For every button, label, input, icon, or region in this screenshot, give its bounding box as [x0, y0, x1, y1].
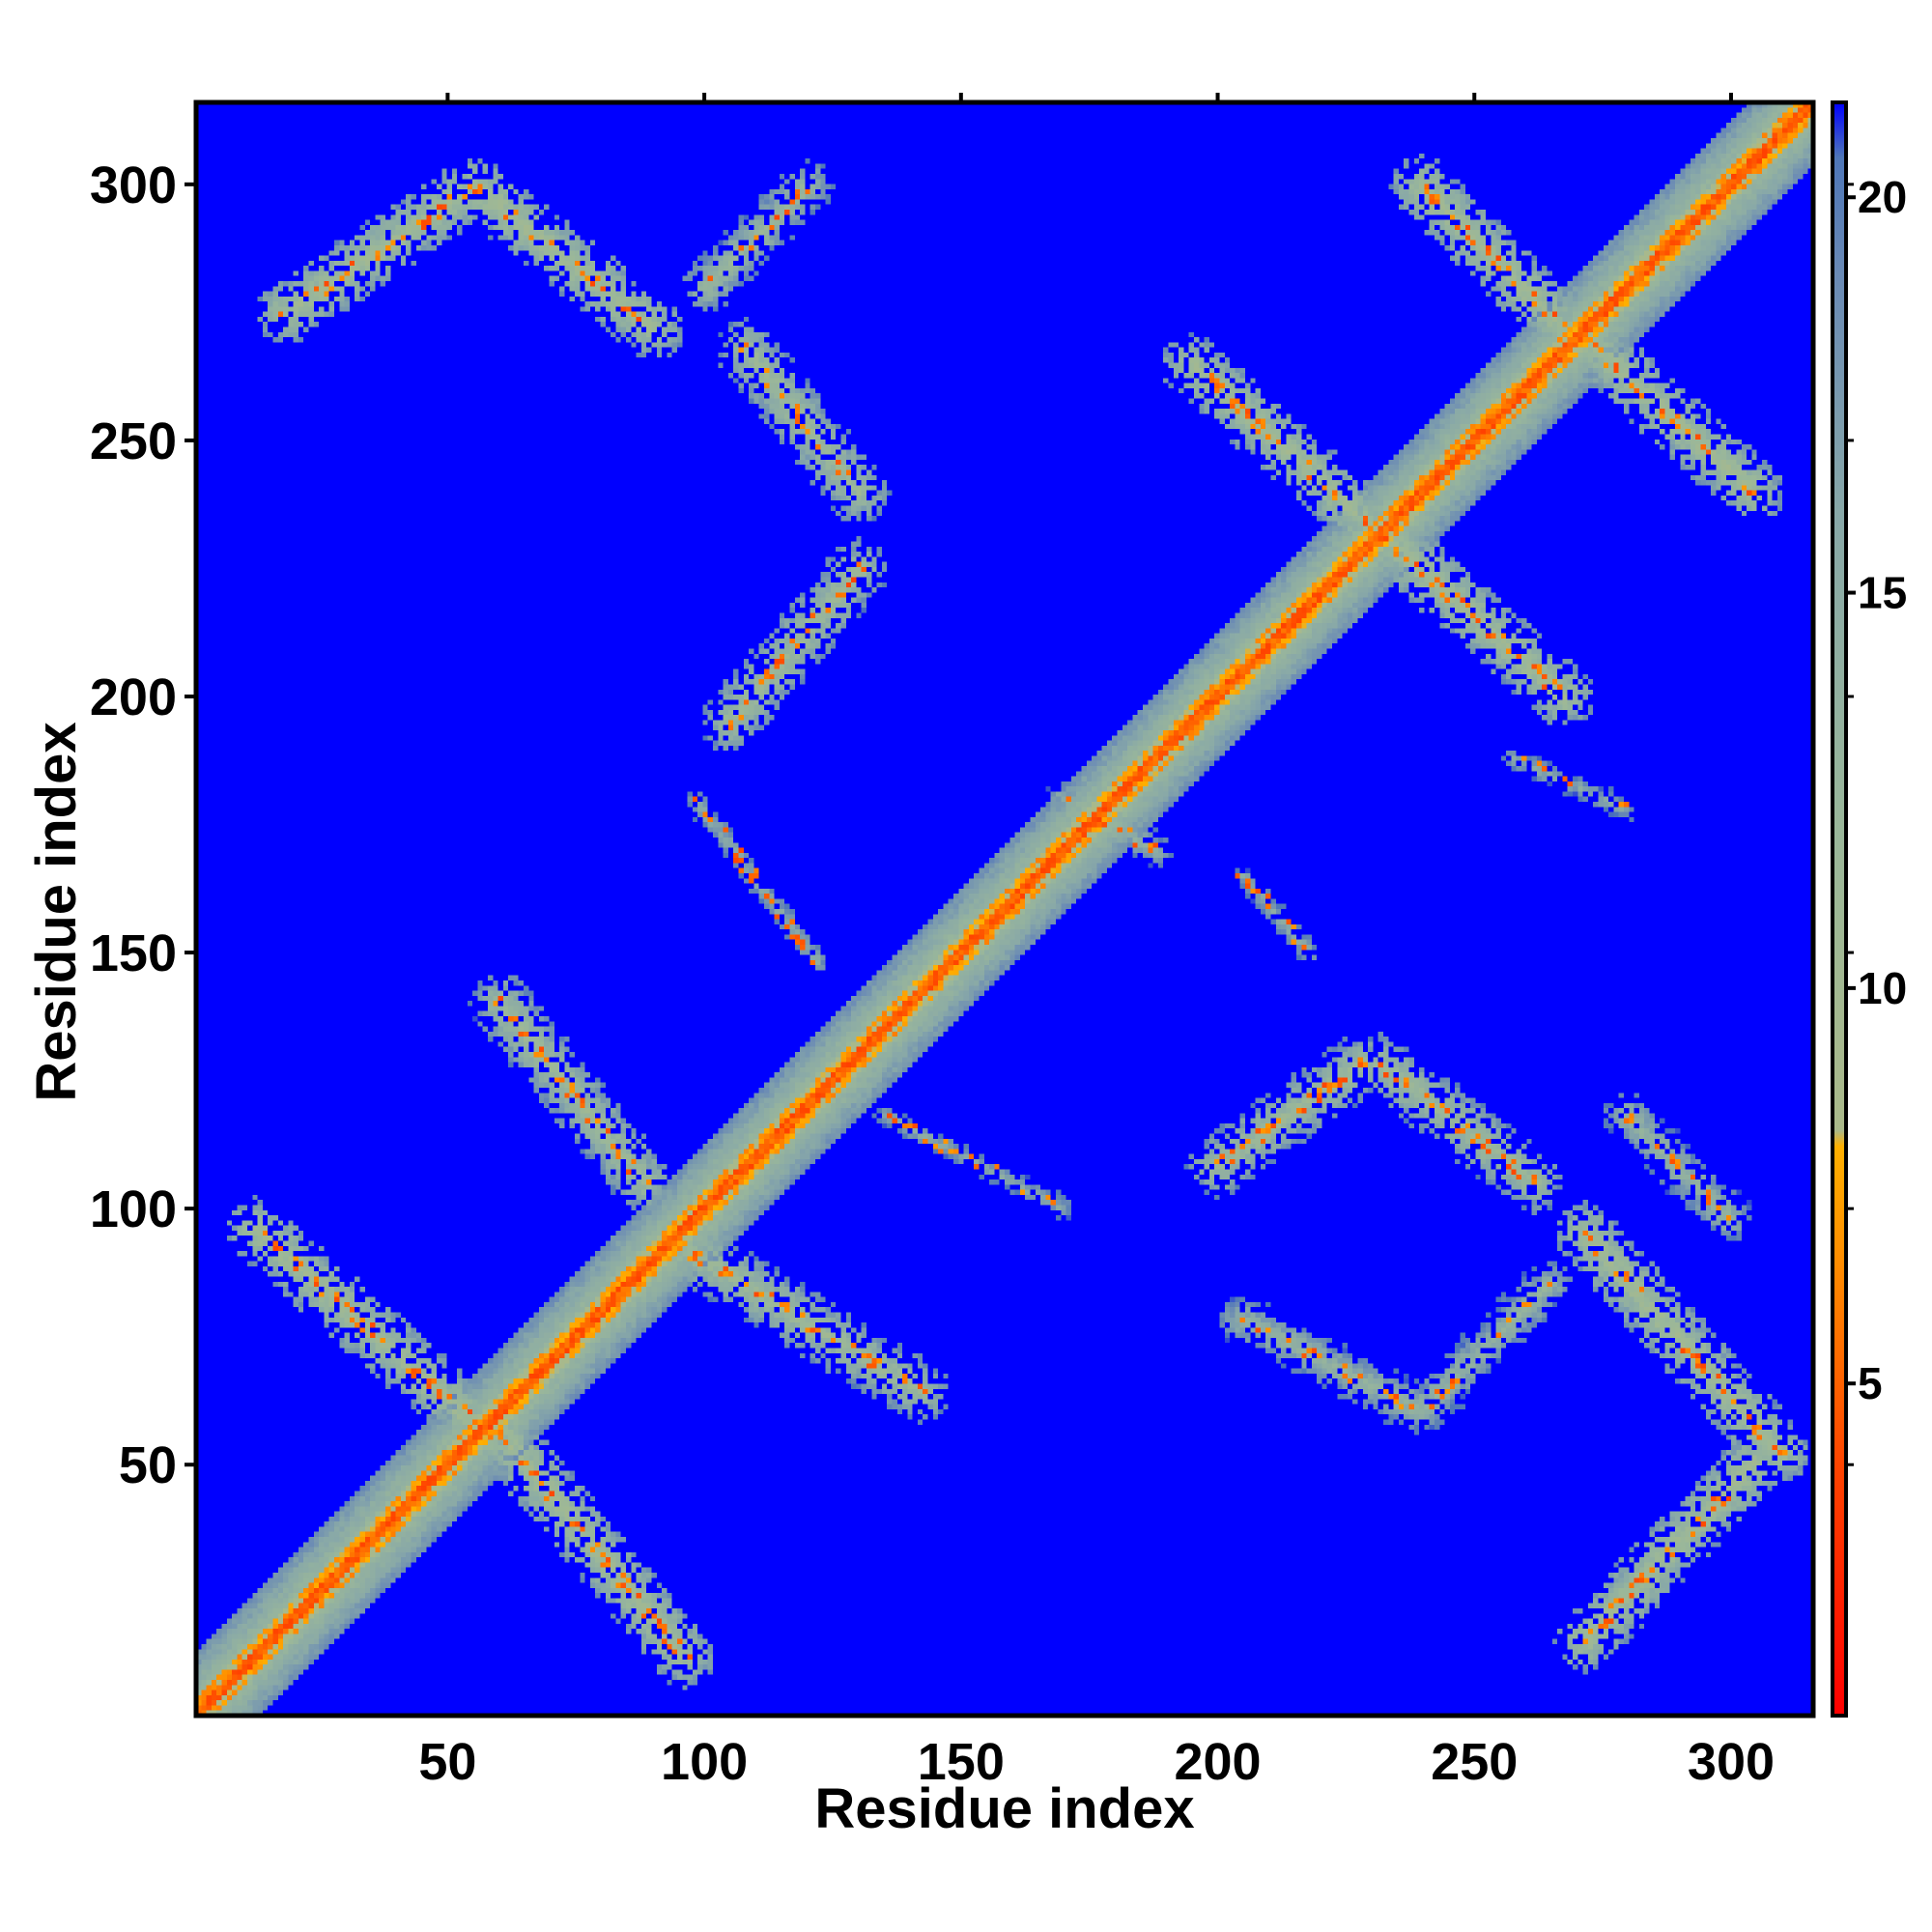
x-axis-label: Residue index — [814, 1777, 1194, 1840]
x-axis: 50 100 150 200 250 300 — [418, 93, 1775, 1791]
colorbar-tick-label: 15 — [1858, 568, 1907, 618]
colorbar-gradient — [1831, 100, 1848, 1718]
colorbar: 5 10 15 20 — [1831, 100, 1907, 1718]
heatmap-plot-area — [196, 102, 1813, 1716]
x-tick-label: 200 — [1174, 1733, 1261, 1791]
colorbar-tick-label: 10 — [1858, 963, 1907, 1013]
x-tick-label: 100 — [661, 1733, 748, 1791]
y-tick-label: 250 — [90, 412, 177, 470]
x-tick-label: 50 — [418, 1733, 476, 1791]
colorbar-tick-label: 5 — [1858, 1358, 1883, 1408]
x-tick-label: 150 — [918, 1733, 1005, 1791]
y-axis: 50 100 150 200 250 300 — [90, 156, 196, 1494]
y-tick-label: 150 — [90, 924, 177, 982]
heatmap-cells — [196, 102, 1813, 1716]
y-axis-label: Residue index — [25, 722, 88, 1101]
x-tick-label: 250 — [1431, 1733, 1518, 1791]
y-tick-label: 200 — [90, 668, 177, 726]
y-tick-label: 300 — [90, 156, 177, 214]
y-tick-label: 100 — [90, 1180, 177, 1238]
colorbar-tick-label: 20 — [1858, 172, 1907, 222]
y-tick-label: 50 — [119, 1436, 177, 1494]
plot-frame — [193, 99, 1816, 1719]
x-tick-label: 300 — [1688, 1733, 1775, 1791]
